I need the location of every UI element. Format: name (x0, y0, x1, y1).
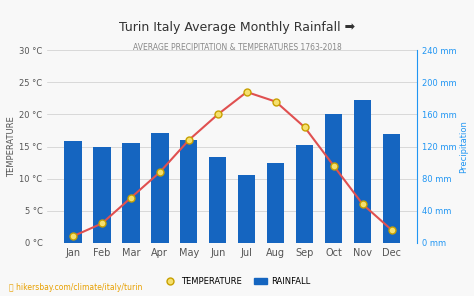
Bar (238, 175, 255, 243)
Bar (122, 142, 139, 243)
Bar (383, 134, 401, 243)
Bar (151, 133, 169, 243)
Text: ⭐ hikersbay.com/climate/italy/turin: ⭐ hikersbay.com/climate/italy/turin (9, 283, 143, 292)
Bar (209, 157, 227, 243)
Bar (267, 163, 284, 243)
Text: Turin Italy Average Monthly Rainfall ➡: Turin Italy Average Monthly Rainfall ➡ (119, 21, 355, 34)
Bar (64, 141, 82, 243)
Bar (354, 100, 371, 243)
Bar (180, 140, 198, 243)
Legend: TEMPERATURE, RAINFALL: TEMPERATURE, RAINFALL (161, 273, 313, 289)
Bar (296, 145, 313, 243)
Text: AVERAGE PRECIPITATION & TEMPERATURES 1763-2018: AVERAGE PRECIPITATION & TEMPERATURES 176… (133, 43, 341, 52)
Y-axis label: Precipitation: Precipitation (459, 120, 468, 173)
Bar (325, 115, 342, 243)
Bar (93, 147, 110, 243)
Y-axis label: TEMPERATURE: TEMPERATURE (8, 116, 17, 177)
